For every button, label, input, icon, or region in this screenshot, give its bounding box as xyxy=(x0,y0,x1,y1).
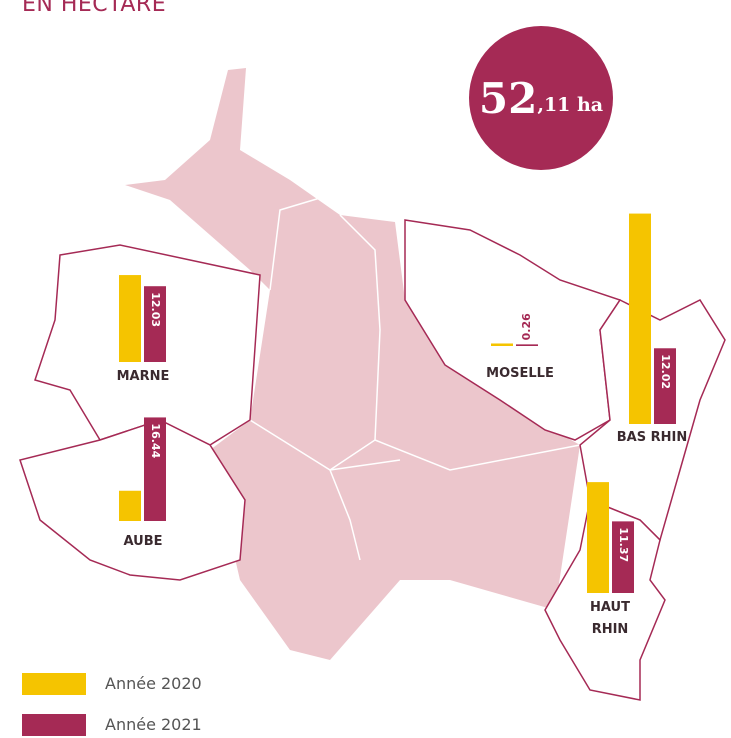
region-label: AUBE xyxy=(123,534,163,549)
haut-rhin-shape xyxy=(544,498,666,701)
internal-borders xyxy=(249,194,581,561)
region-label: HAUT RHIN xyxy=(590,600,630,637)
bar xyxy=(144,286,166,362)
region-label: MOSELLE xyxy=(486,366,554,381)
bar xyxy=(491,343,513,346)
bar xyxy=(612,521,634,593)
legend-label: Année 2020 xyxy=(105,674,202,693)
value-label: 11.37 xyxy=(617,527,630,562)
value-label: 12.02 xyxy=(659,354,672,389)
title: EN HECTARE xyxy=(22,0,167,17)
total-badge: 52,11 ha xyxy=(469,26,613,170)
bar xyxy=(516,344,538,346)
region-label: MARNE xyxy=(116,369,170,384)
total-rest: ,11 ha xyxy=(537,94,604,116)
legend-label: Année 2021 xyxy=(105,715,202,734)
bar xyxy=(587,482,609,593)
bar xyxy=(654,348,676,424)
bar xyxy=(119,275,141,362)
value-label: 0.26 xyxy=(520,313,533,340)
bar xyxy=(119,490,141,521)
region-label: BAS RHIN xyxy=(616,430,688,445)
bar xyxy=(629,213,651,424)
bar xyxy=(144,417,166,521)
total-main: 52 xyxy=(478,73,538,123)
legend-swatch xyxy=(22,673,86,695)
legend-swatch xyxy=(22,714,86,736)
value-label: 12.03 xyxy=(149,292,162,327)
value-label: 16.44 xyxy=(149,423,162,458)
